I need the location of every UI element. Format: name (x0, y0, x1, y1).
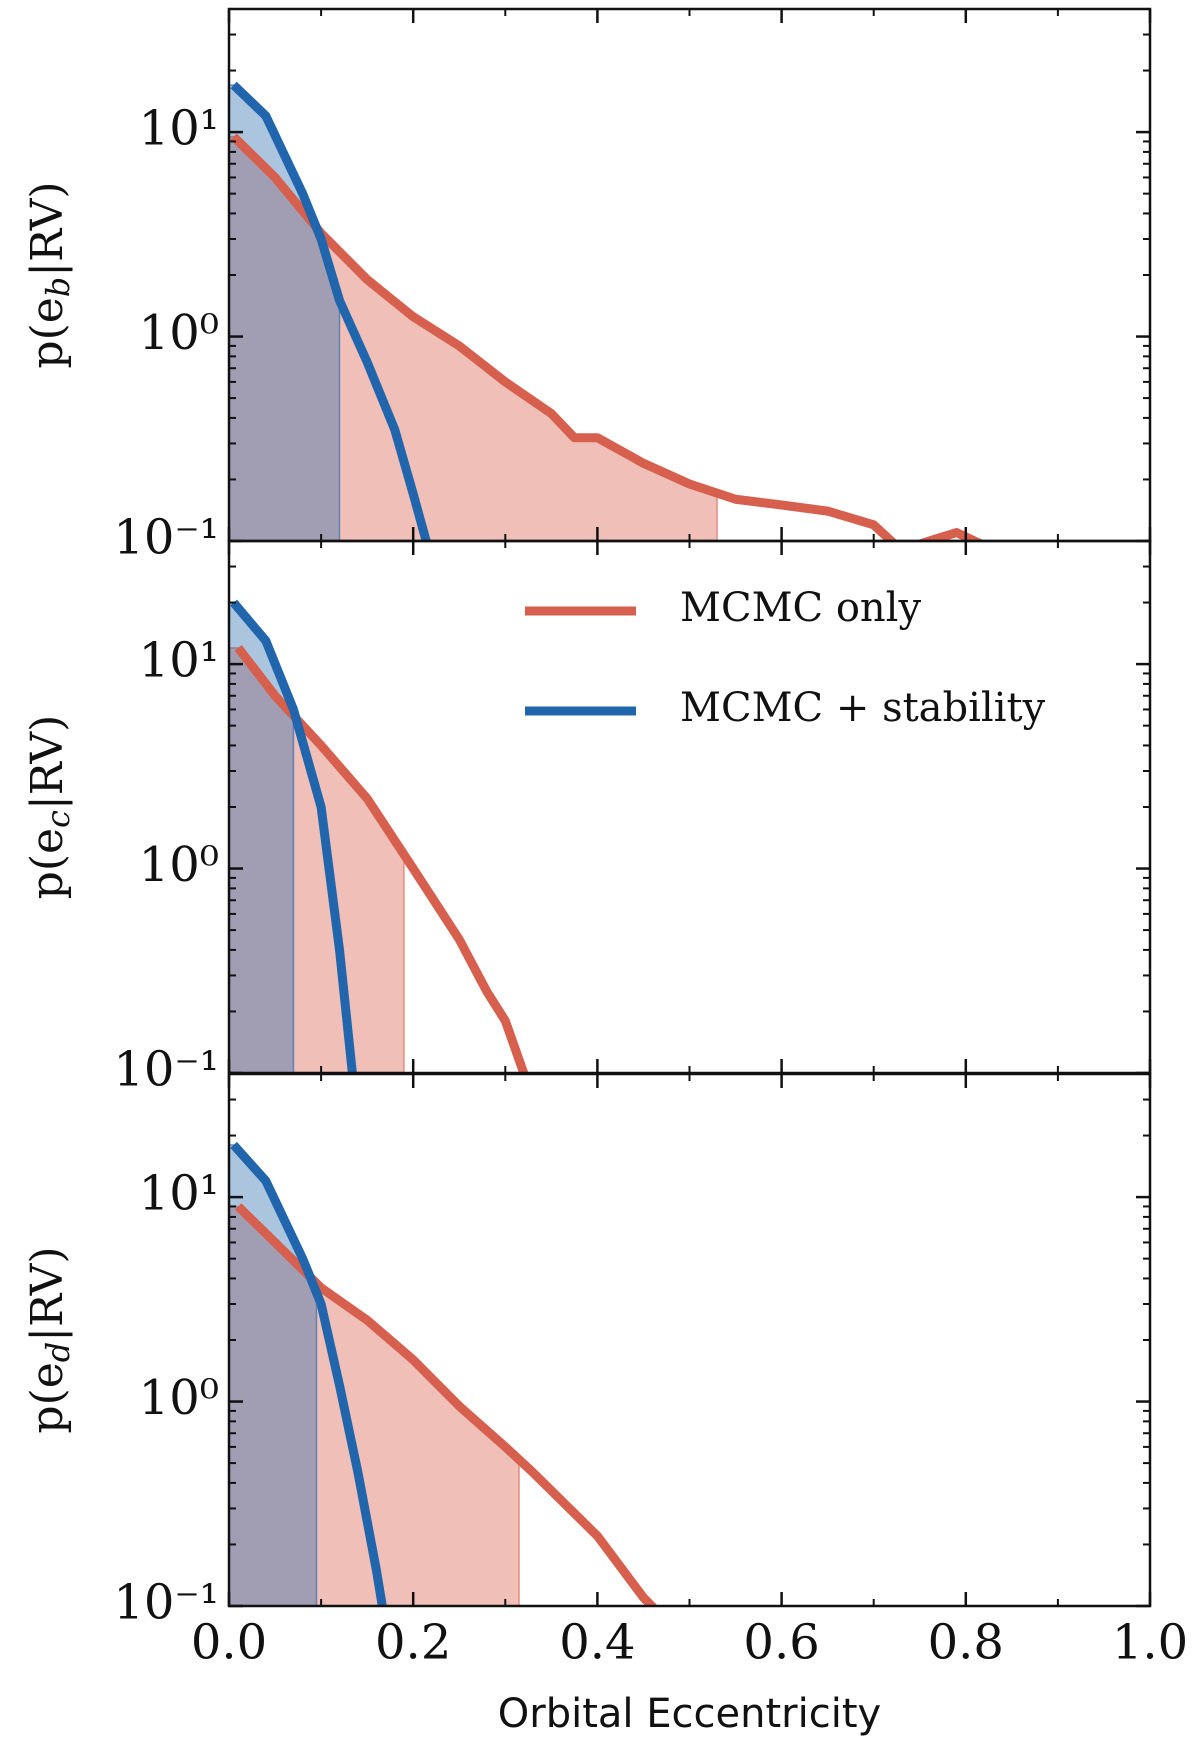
legend-label: MCMC only (680, 585, 921, 631)
panel: 10⁻¹ 10⁰ 10¹ 0.0 0.2 0.4 0.6 0.8 1.0 Orbital Ecce… (22, 1072, 1188, 1737)
x-tick-label: 0.2 (375, 1615, 451, 1671)
y-tick-label: 10⁻¹ (113, 510, 219, 566)
y-label-part: c (39, 810, 77, 828)
plot-area (229, 599, 529, 1073)
series-line (230, 133, 986, 541)
y-label-part: p(e (22, 1362, 73, 1433)
panel: 10⁻¹ 10⁰ 10¹ p(ec|RV) MCMC only MCMC + stabil… (22, 539, 1152, 1098)
y-label-part: |RV) (22, 1246, 73, 1341)
series-line (230, 81, 431, 541)
x-tick-label: 1.0 (1112, 1615, 1188, 1671)
y-tick-label: 10⁰ (139, 837, 219, 893)
y-label-part: |RV) (22, 715, 73, 810)
y-label-part: |RV) (22, 181, 73, 276)
y-tick-label: 10¹ (139, 101, 219, 157)
panel: 10⁻¹ 10⁰ 10¹ p(eb|RV) (22, 7, 1152, 566)
series-line (230, 1141, 387, 1606)
x-tick-label: 0.0 (191, 1615, 267, 1671)
plot-area (229, 81, 986, 541)
x-tick-label: 0.8 (928, 1615, 1004, 1671)
x-tick-label: 0.4 (559, 1615, 635, 1671)
y-label-part: p(e (22, 828, 73, 899)
legend-label: MCMC + stability (680, 685, 1046, 731)
x-axis-label: Orbital Eccentricity (498, 1691, 881, 1737)
y-label-part: p(e (22, 297, 73, 368)
y-tick-label: 10⁰ (139, 305, 219, 361)
y-label-part: b (39, 277, 77, 297)
plot-area (229, 1141, 659, 1606)
x-tick-label: 0.6 (743, 1615, 819, 1671)
series-line (230, 599, 357, 1073)
y-axis-label: p(ec|RV) (22, 715, 77, 900)
y-tick-label: 10¹ (139, 1166, 219, 1222)
y-tick-label: 10⁻¹ (113, 1042, 219, 1098)
y-tick-label: 10⁻¹ (113, 1575, 219, 1631)
y-tick-label: 10¹ (139, 633, 219, 689)
y-tick-label: 10⁰ (139, 1370, 219, 1426)
y-axis-label: p(ed|RV) (22, 1246, 77, 1433)
y-axis-label: p(eb|RV) (22, 181, 77, 368)
y-label-part: d (39, 1342, 77, 1362)
